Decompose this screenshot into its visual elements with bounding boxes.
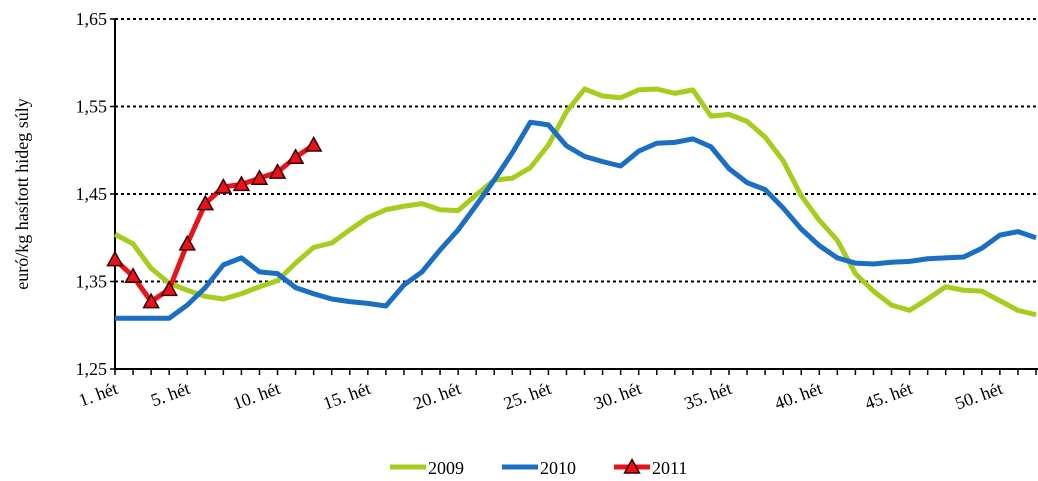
x-tick-label: 50. hét xyxy=(952,378,1005,414)
x-tick-label: 45. hét xyxy=(862,378,915,414)
series-marker xyxy=(106,250,124,267)
series-marker xyxy=(142,292,160,309)
series-marker xyxy=(250,169,269,185)
legend-label: 2009 xyxy=(428,458,464,478)
series-marker xyxy=(268,163,287,179)
series-marker xyxy=(196,194,215,211)
x-tick-label: 40. hét xyxy=(772,378,825,414)
y-tick-label: 1,35 xyxy=(76,272,108,292)
series-marker xyxy=(304,135,323,152)
x-tick-label: 10. hét xyxy=(230,378,283,414)
y-tick-label: 1,45 xyxy=(76,184,108,204)
series-marker xyxy=(232,175,251,192)
x-tick-label: 15. hét xyxy=(320,378,373,414)
series-marker xyxy=(124,267,142,283)
y-tick-label: 1,25 xyxy=(76,359,108,379)
x-tick-label: 25. hét xyxy=(501,378,554,414)
legend-label: 2011 xyxy=(652,458,687,478)
y-tick-label: 1,55 xyxy=(76,97,108,117)
series-line xyxy=(113,86,1037,318)
y-axis-label: euró/kg hasított hideg súly xyxy=(12,98,32,289)
series-line xyxy=(115,119,1037,321)
x-tick-label: 30. hét xyxy=(591,378,644,414)
series-marker xyxy=(160,280,178,297)
x-tick-label: 5. hét xyxy=(148,378,192,410)
x-tick-label: 1. hét xyxy=(76,378,120,410)
series-marker xyxy=(286,148,305,164)
series-marker xyxy=(214,177,233,194)
x-tick-label: 20. hét xyxy=(411,378,464,414)
legend-label: 2010 xyxy=(540,458,576,478)
x-tick-label: 35. hét xyxy=(681,378,734,414)
y-tick-label: 1,65 xyxy=(76,9,108,29)
legend-marker xyxy=(623,457,641,474)
series-marker xyxy=(178,234,197,251)
